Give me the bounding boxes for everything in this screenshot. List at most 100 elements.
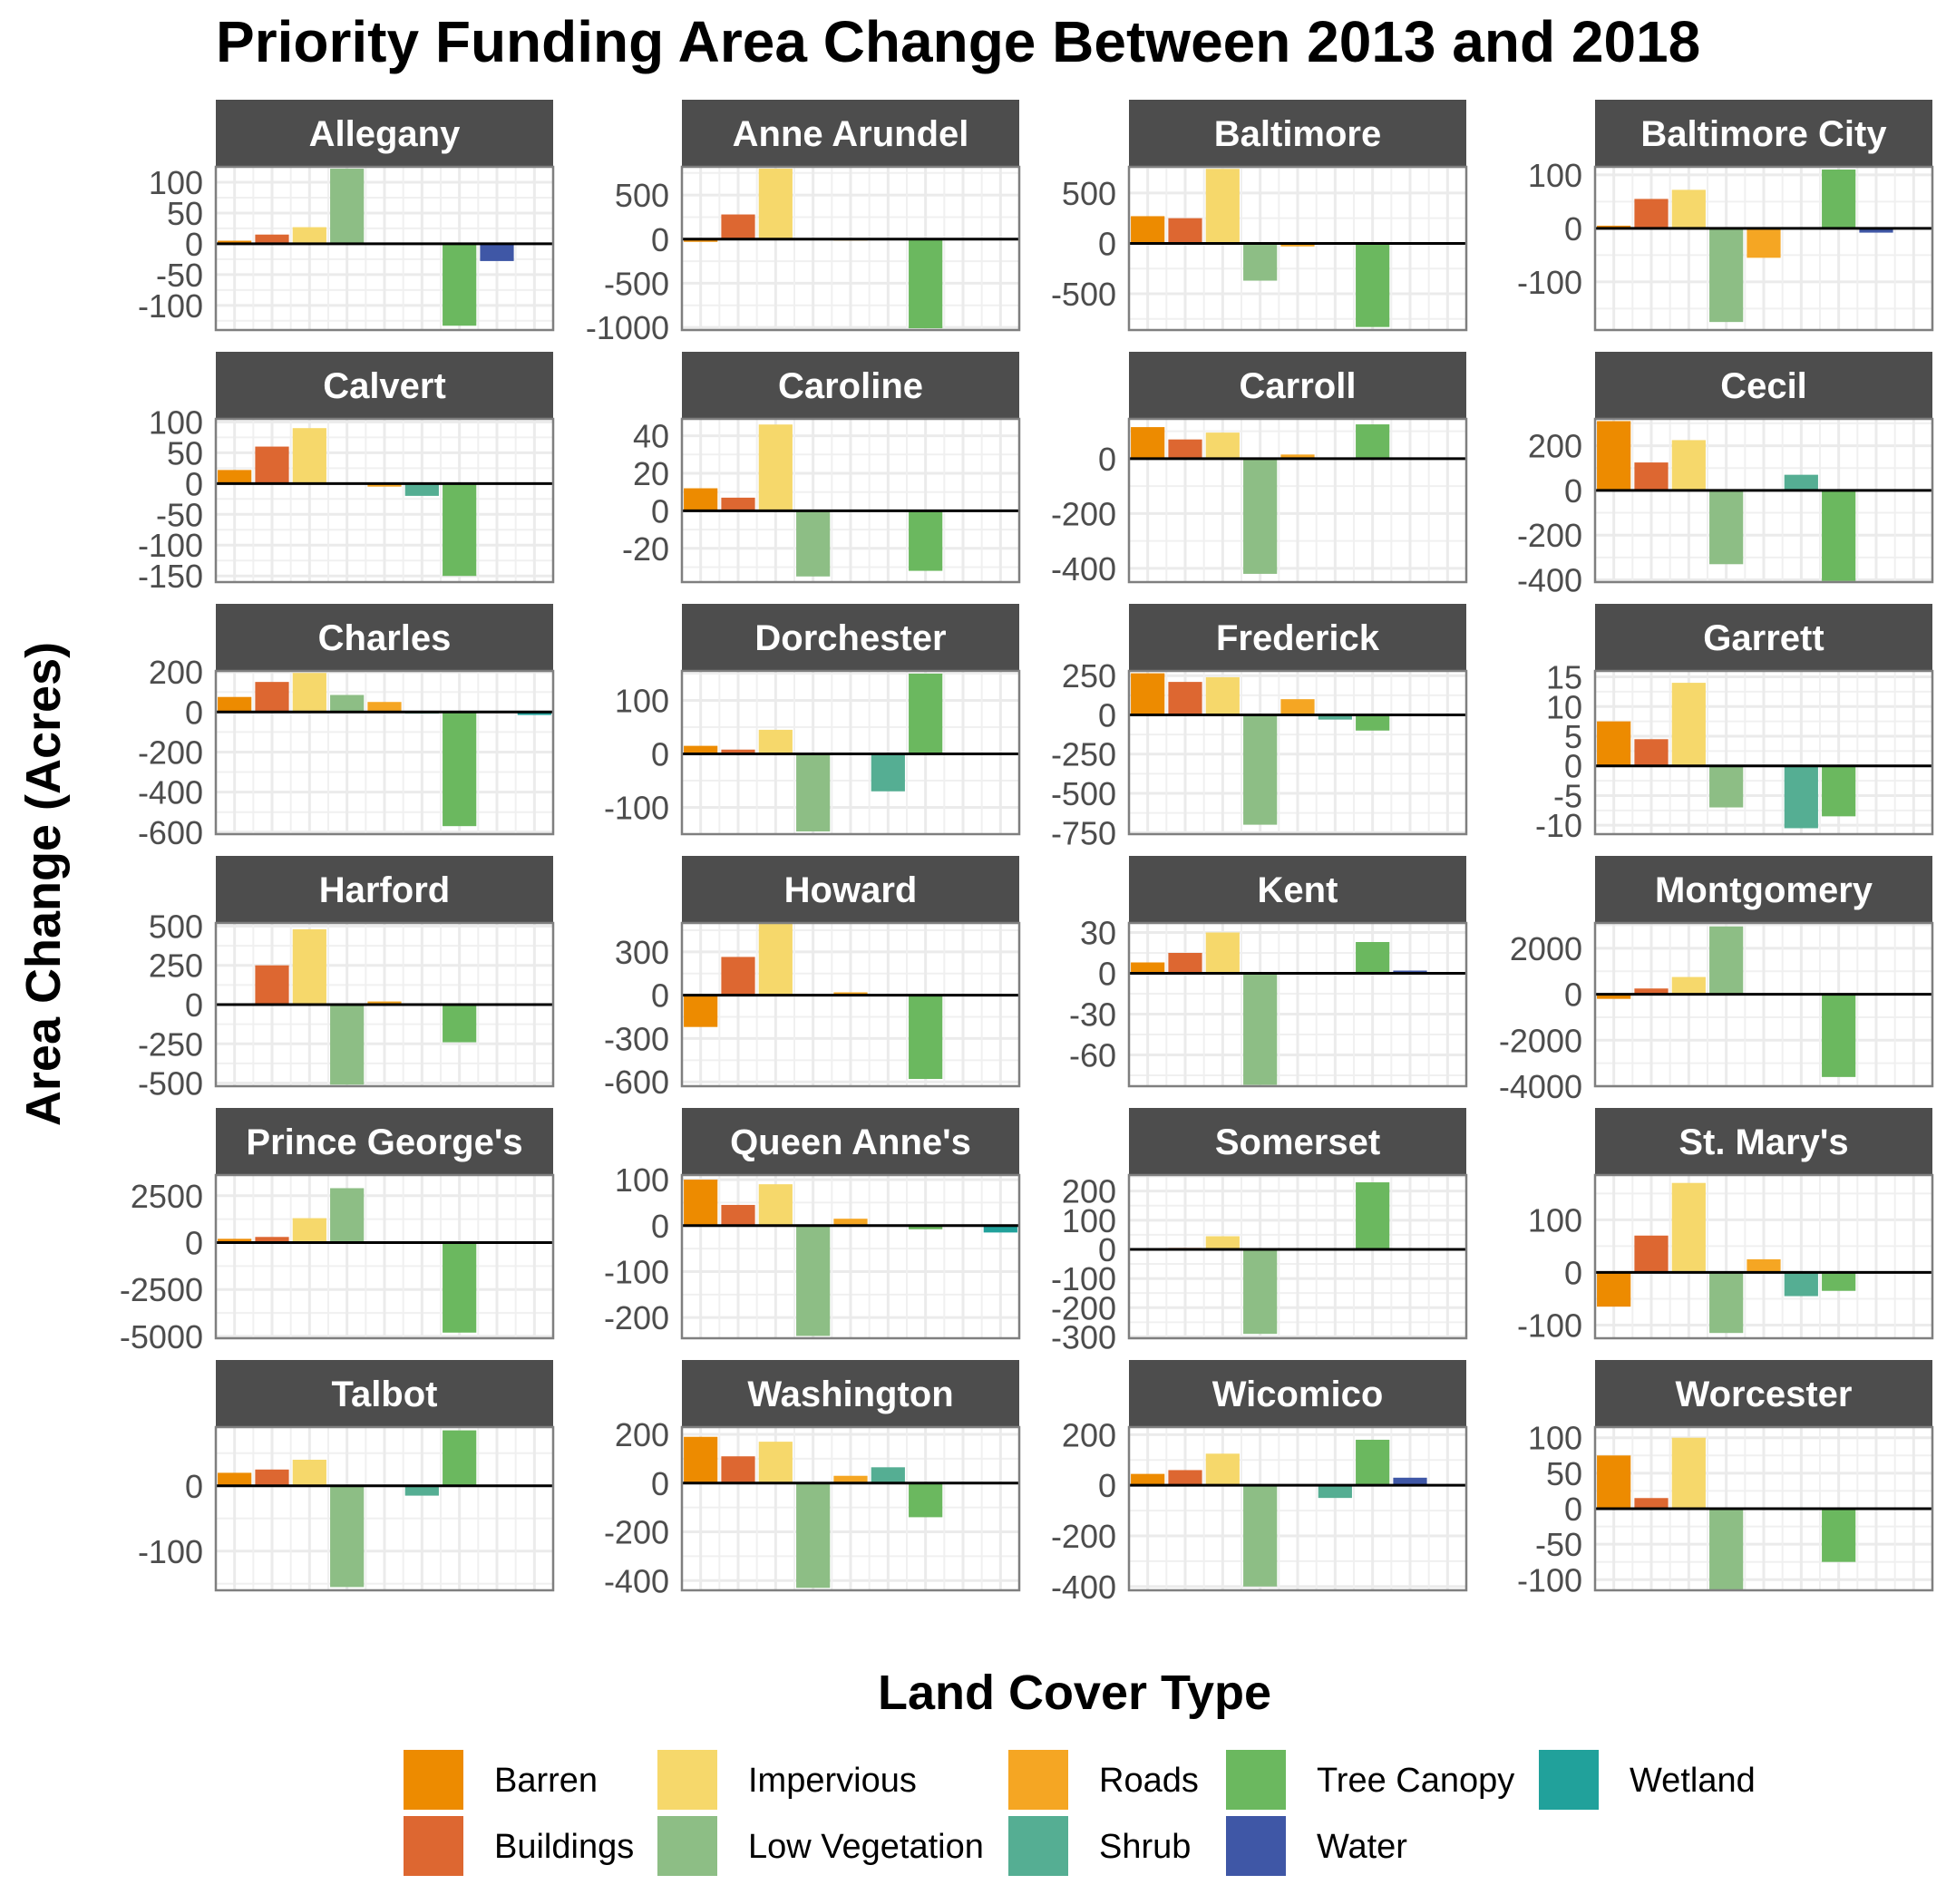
bar-tree-canopy [1822, 169, 1856, 228]
bar-buildings [721, 749, 755, 754]
legend-swatch [404, 1750, 463, 1810]
y-axis-title: Area Change (Acres) [16, 642, 71, 1126]
bar-buildings [1634, 199, 1669, 228]
panel-strip-label: Garrett [1703, 618, 1824, 658]
legend-swatch [1539, 1750, 1599, 1810]
bar-buildings [1168, 439, 1202, 459]
bar-water [1859, 228, 1893, 233]
panel-montgomery: Montgomery -4000 -2000 0 2000 [1499, 856, 1934, 1105]
panel-prince-george-s: Prince George's -5000 -2500 0 2500 [120, 1108, 555, 1355]
y-tick-label: 0 [185, 226, 203, 263]
legend-swatch [1226, 1816, 1286, 1876]
bar-buildings [255, 682, 289, 713]
y-tick-label: -4000 [1499, 1068, 1582, 1105]
bar-tree-canopy [1356, 942, 1390, 974]
bar-impervious [758, 424, 793, 511]
bar-buildings [255, 1469, 289, 1486]
bar-barren [1131, 1473, 1165, 1486]
y-tick-label: -5 [1553, 777, 1582, 814]
y-tick-label: 200 [1062, 1416, 1116, 1453]
panel-strip-label: Howard [784, 870, 918, 910]
bar-low-vegetation [1243, 1485, 1278, 1587]
y-tick-label: -60 [1069, 1037, 1116, 1074]
bar-tree-canopy [443, 483, 477, 577]
y-tick-label: -1000 [586, 309, 669, 346]
panel-border [1127, 1173, 1468, 1340]
y-tick-label: 100 [615, 1161, 669, 1199]
y-tick-label: 100 [1062, 1202, 1116, 1239]
bar-tree-canopy [1356, 243, 1390, 327]
panel-strip-label: Baltimore [1214, 114, 1382, 154]
legend-item: Shrub [1008, 1816, 1191, 1876]
panel-strip [1595, 1108, 1932, 1175]
legend-label: Barren [494, 1762, 598, 1800]
panel-strip-label: Queen Anne's [730, 1122, 971, 1162]
bar-buildings [255, 965, 289, 1005]
panel-strip [1129, 604, 1466, 671]
bar-low-vegetation [1709, 1509, 1744, 1590]
panel-strip-label: Harford [319, 870, 450, 910]
bar-tree-canopy [443, 1005, 477, 1043]
bar-impervious [292, 1218, 326, 1243]
panel-border [214, 417, 555, 584]
bar-barren [684, 745, 718, 754]
bar-low-vegetation [1709, 765, 1744, 808]
panel-strip [1129, 1360, 1466, 1427]
bar-buildings [1634, 988, 1669, 995]
bar-barren [1131, 216, 1165, 244]
y-tick-label: 0 [1564, 210, 1582, 248]
bar-low-vegetation [796, 1482, 831, 1588]
panel-border [214, 669, 555, 836]
y-tick-label: -20 [622, 530, 669, 568]
panel-strip-label: Carroll [1240, 366, 1357, 406]
bar-roads [367, 1001, 402, 1005]
y-tick-label: -50 [156, 496, 203, 533]
y-tick-label: -200 [604, 1514, 669, 1551]
bar-tree-canopy [909, 238, 943, 329]
bar-buildings [1168, 953, 1202, 974]
y-tick-label: 0 [1564, 472, 1582, 510]
y-tick-label: 500 [615, 177, 669, 214]
bar-low-vegetation [1709, 1272, 1744, 1334]
bar-barren [1597, 994, 1631, 999]
y-tick-label: -400 [1051, 1569, 1116, 1606]
panel-border [214, 1425, 555, 1592]
panel-strip-label: St. Mary's [1678, 1122, 1848, 1162]
panel-strip [216, 604, 553, 671]
bar-roads [1280, 243, 1315, 247]
bar-low-vegetation [330, 169, 365, 244]
panel-carroll: Carroll -400 -200 0 [1051, 352, 1468, 588]
y-tick-label: 0 [1098, 225, 1116, 262]
legend-item: Low Vegetation [657, 1816, 984, 1876]
bar-tree-canopy [1822, 1509, 1856, 1562]
y-tick-label: -100 [1517, 1307, 1582, 1344]
y-tick-label: 0 [1564, 748, 1582, 785]
y-tick-label: -50 [156, 257, 203, 294]
bar-buildings [255, 234, 289, 244]
y-tick-label: -600 [604, 1064, 669, 1101]
legend-label: Shrub [1099, 1828, 1191, 1866]
bar-impervious [1671, 1437, 1706, 1509]
bar-low-vegetation [330, 1188, 365, 1243]
legend-item: Roads [1008, 1750, 1199, 1810]
panel-wicomico: Wicomico -400 -200 0 200 [1051, 1360, 1468, 1606]
y-tick-label: 0 [185, 694, 203, 731]
y-tick-label: -400 [1051, 550, 1116, 588]
bar-shrub [404, 483, 439, 496]
bar-roads [1747, 228, 1781, 258]
bar-wetland [983, 1225, 1017, 1233]
bar-low-vegetation [796, 510, 831, 577]
bar-low-vegetation [1243, 458, 1278, 574]
bar-tree-canopy [1822, 1272, 1856, 1291]
panel-border [1127, 1425, 1468, 1592]
bar-low-vegetation [796, 753, 831, 832]
y-tick-label: 500 [1062, 175, 1116, 212]
panel-border [680, 1425, 1021, 1592]
bar-tree-canopy [909, 1482, 943, 1518]
bar-impervious [1205, 432, 1240, 459]
bar-shrub [1784, 765, 1818, 829]
